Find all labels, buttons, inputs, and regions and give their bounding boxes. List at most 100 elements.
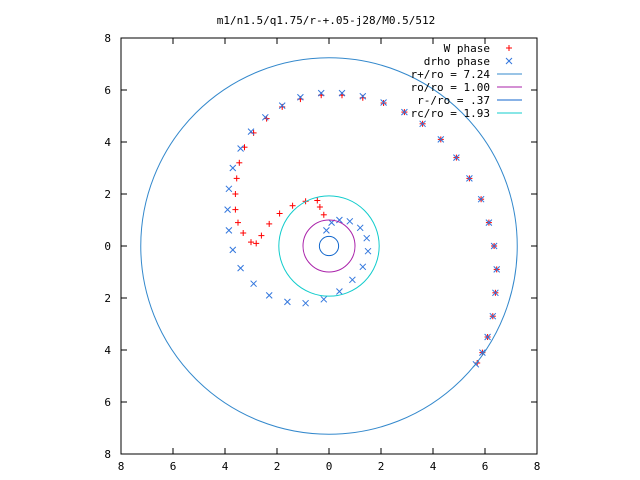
data-point <box>233 175 240 182</box>
data-point <box>289 202 296 209</box>
data-point <box>356 224 364 232</box>
legend-label: ro/ro = 1.00 <box>411 81 490 94</box>
data-point <box>276 210 283 217</box>
circle-r-ro-7-24 <box>140 57 518 435</box>
data-point <box>266 220 273 227</box>
chart-title: m1/n1.5/q1.75/r-+.05-j28/M0.5/512 <box>217 14 436 27</box>
x-tick-label: 2 <box>378 460 385 473</box>
data-point <box>236 159 243 166</box>
series-r-ro-7-24 <box>140 57 518 435</box>
x-tick-label: 4 <box>222 460 229 473</box>
data-point <box>279 103 286 110</box>
legend-label: drho phase <box>424 55 490 68</box>
data-point <box>336 216 343 224</box>
x-tick-label: 8 <box>534 460 541 473</box>
legend-label: r+/ro = 7.24 <box>411 68 491 81</box>
data-point <box>489 312 497 320</box>
x-tick-label: 6 <box>482 460 489 473</box>
data-point <box>229 164 237 172</box>
legend-label: rc/ro = 1.93 <box>411 107 490 120</box>
x-tick-label: 8 <box>118 460 125 473</box>
data-point <box>229 246 237 254</box>
series-drho-phase <box>224 89 501 368</box>
data-point <box>490 242 498 250</box>
data-point <box>364 247 372 255</box>
series-r-ro-37 <box>318 235 340 257</box>
data-point <box>338 89 346 97</box>
legend-swatch <box>505 57 513 65</box>
y-tick-label: 6 <box>104 396 111 409</box>
circle-ro-ro-1-00 <box>302 219 356 273</box>
series-layer <box>140 57 518 435</box>
data-point <box>297 93 304 101</box>
y-tick-labels: 8 6 4 2 0 2 4 6 8 <box>104 32 111 461</box>
data-point <box>359 263 367 271</box>
axis-ticks <box>120 37 538 455</box>
data-point <box>237 264 244 272</box>
data-point <box>401 108 408 116</box>
data-point <box>323 227 330 234</box>
y-tick-label: 4 <box>104 136 111 149</box>
series-ro-ro-1-00 <box>302 219 356 273</box>
data-point <box>437 136 445 143</box>
data-point <box>493 266 501 273</box>
y-tick-label: 2 <box>104 188 111 201</box>
data-point <box>248 239 254 246</box>
legend-swatch <box>506 45 512 51</box>
circle-rc-ro-1-93 <box>278 195 380 297</box>
x-tick-label: 0 <box>326 460 333 473</box>
data-point <box>479 349 486 356</box>
data-point <box>363 234 371 242</box>
data-point <box>477 195 485 203</box>
data-point <box>492 289 499 297</box>
data-point <box>419 120 426 128</box>
data-point <box>225 227 233 234</box>
data-point <box>336 288 343 295</box>
x-tick-labels: 8 6 4 2 0 2 4 6 8 <box>118 460 541 473</box>
data-point <box>261 113 269 121</box>
series-w-phase <box>232 92 500 366</box>
y-tick-label: 0 <box>104 240 111 253</box>
data-point <box>235 219 241 226</box>
y-tick-label: 8 <box>104 448 111 461</box>
data-point <box>278 102 286 109</box>
data-point <box>237 145 244 152</box>
data-point <box>320 211 327 218</box>
data-point <box>225 185 233 193</box>
data-point <box>314 197 321 204</box>
data-point <box>258 232 265 239</box>
data-point <box>240 230 247 236</box>
data-point <box>466 175 473 182</box>
data-point <box>484 333 491 341</box>
data-point <box>349 276 356 284</box>
x-tick-label: 6 <box>170 460 177 473</box>
y-tick-label: 4 <box>104 344 111 357</box>
data-point <box>320 295 328 303</box>
data-point <box>302 299 309 307</box>
series-rc-ro-1-93 <box>278 195 380 297</box>
x-tick-label: 2 <box>274 460 281 473</box>
data-point <box>380 99 387 106</box>
data-point <box>316 204 323 210</box>
x-tick-label: 4 <box>430 460 437 473</box>
data-point <box>232 191 239 197</box>
legend-label: W phase <box>444 42 490 55</box>
data-point <box>346 217 354 225</box>
data-point <box>453 154 460 161</box>
data-point <box>284 298 291 306</box>
data-point <box>224 206 231 213</box>
data-point <box>265 292 273 299</box>
data-point <box>247 128 255 135</box>
y-tick-label: 2 <box>104 292 111 305</box>
data-point <box>317 89 325 97</box>
y-tick-label: 6 <box>104 84 111 97</box>
data-point <box>253 240 260 247</box>
data-point <box>232 206 239 213</box>
data-point <box>485 219 493 226</box>
data-point <box>250 280 257 288</box>
legend-label: r-/ro = .37 <box>417 94 490 107</box>
data-point <box>359 92 367 100</box>
circle-r-ro-37 <box>318 235 340 257</box>
